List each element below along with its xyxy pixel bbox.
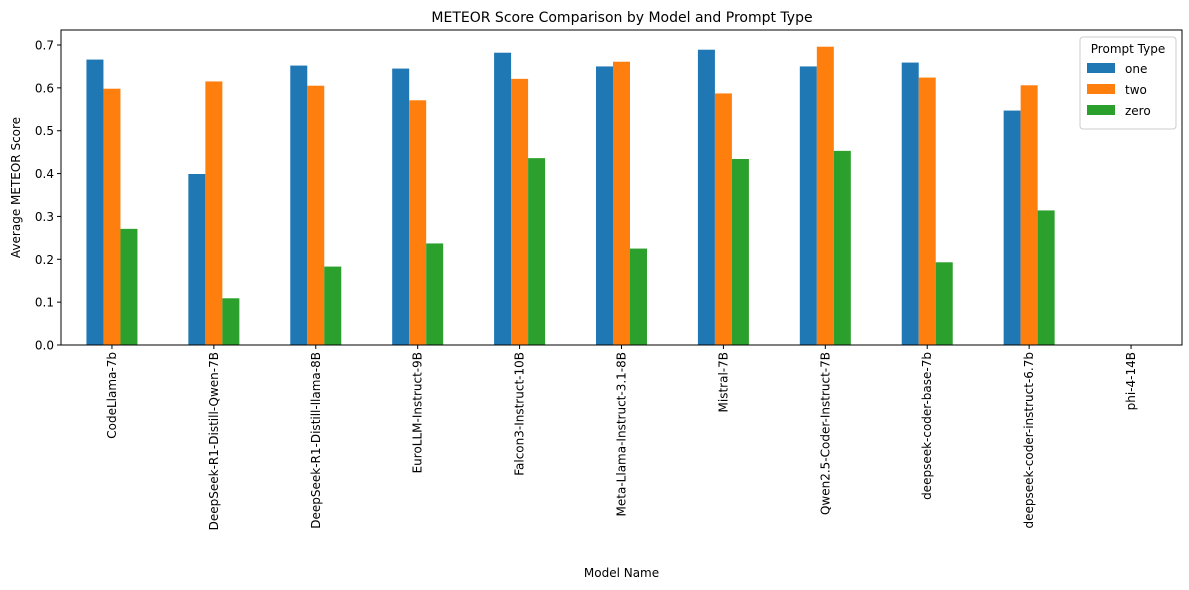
- bar-one-6: [697, 49, 715, 346]
- bar-zero-3: [426, 243, 444, 345]
- bar-two-0: [103, 88, 121, 346]
- x-tick-label: CodeLlama-7b: [105, 352, 119, 439]
- legend-swatch-zero: [1087, 105, 1115, 115]
- y-tick-label: 0.0: [35, 339, 54, 353]
- bar-zero-4: [528, 158, 546, 345]
- x-tick-label: EuroLLM-Instruct-9B: [411, 352, 425, 473]
- bar-two-1: [205, 81, 223, 346]
- x-tick-label: DeepSeek-R1-Distill-Qwen-7B: [207, 352, 221, 530]
- bar-two-9: [1020, 85, 1038, 345]
- bar-one-0: [86, 59, 104, 345]
- x-tick-label: deepseek-coder-instruct-6.7b: [1022, 352, 1036, 529]
- y-tick-label: 0.5: [35, 124, 54, 138]
- x-tick-label: phi-4-14B: [1124, 352, 1138, 410]
- bar-one-9: [1003, 110, 1021, 345]
- bar-zero-6: [731, 159, 749, 345]
- legend-swatch-two: [1087, 84, 1115, 94]
- bar-zero-1: [222, 298, 240, 345]
- x-axis: CodeLlama-7b DeepSeek-R1-Distill-Qwen-7B D…: [105, 345, 1138, 530]
- y-tick-label: 0.3: [35, 210, 54, 224]
- bar-one-1: [188, 174, 206, 345]
- bar-one-3: [392, 68, 410, 345]
- y-tick-label: 0.1: [35, 296, 54, 310]
- legend-label-zero: zero: [1125, 104, 1151, 118]
- legend-swatch-one: [1087, 63, 1115, 73]
- bar-two-5: [613, 61, 630, 346]
- y-axis-label: Average METEOR Score: [9, 117, 23, 258]
- x-axis-label: Model Name: [584, 566, 659, 580]
- bar-zero-5: [630, 248, 647, 345]
- x-tick-label: DeepSeek-R1-Distill-llama-8B: [309, 352, 323, 529]
- bars-layer: [86, 46, 1055, 346]
- bar-zero-8: [935, 262, 953, 345]
- bar-one-7: [799, 66, 817, 346]
- legend-title: Prompt Type: [1091, 42, 1165, 56]
- bar-two-3: [409, 100, 427, 345]
- bar-one-4: [494, 52, 512, 346]
- bar-one-2: [290, 65, 308, 345]
- bar-zero-7: [833, 150, 851, 345]
- y-tick-label: 0.7: [35, 39, 54, 53]
- y-axis: 0.0 0.1 0.2 0.3 0.4 0.5 0.6 0.7: [35, 39, 61, 353]
- x-tick-label: Mistral-7B: [716, 352, 730, 412]
- y-tick-label: 0.2: [35, 253, 54, 267]
- bar-zero-2: [324, 266, 342, 345]
- x-tick-label: deepseek-coder-base-7b: [920, 352, 934, 500]
- bar-one-5: [596, 66, 613, 346]
- bar-two-2: [307, 85, 325, 346]
- plot-frame: [60, 29, 1183, 346]
- bar-zero-0: [120, 228, 138, 345]
- bar-two-7: [816, 46, 834, 346]
- x-tick-label: Falcon3-Instruct-10B: [513, 352, 527, 476]
- bar-one-8: [901, 62, 919, 345]
- y-tick-label: 0.4: [35, 167, 54, 181]
- legend-label-one: one: [1125, 62, 1147, 76]
- bar-two-4: [511, 78, 529, 346]
- bar-two-6: [714, 93, 732, 346]
- bar-zero-9: [1037, 210, 1055, 345]
- legend: Prompt Type one two zero: [1079, 36, 1177, 130]
- legend-label-two: two: [1125, 83, 1147, 97]
- bar-two-8: [918, 77, 936, 345]
- x-tick-label: Qwen2.5-Coder-Instruct-7B: [818, 352, 832, 515]
- x-tick-label: Meta-Llama-Instruct-3.1-8B: [615, 352, 629, 516]
- chart-title: METEOR Score Comparison by Model and Pro…: [431, 10, 812, 26]
- y-tick-label: 0.6: [35, 81, 54, 95]
